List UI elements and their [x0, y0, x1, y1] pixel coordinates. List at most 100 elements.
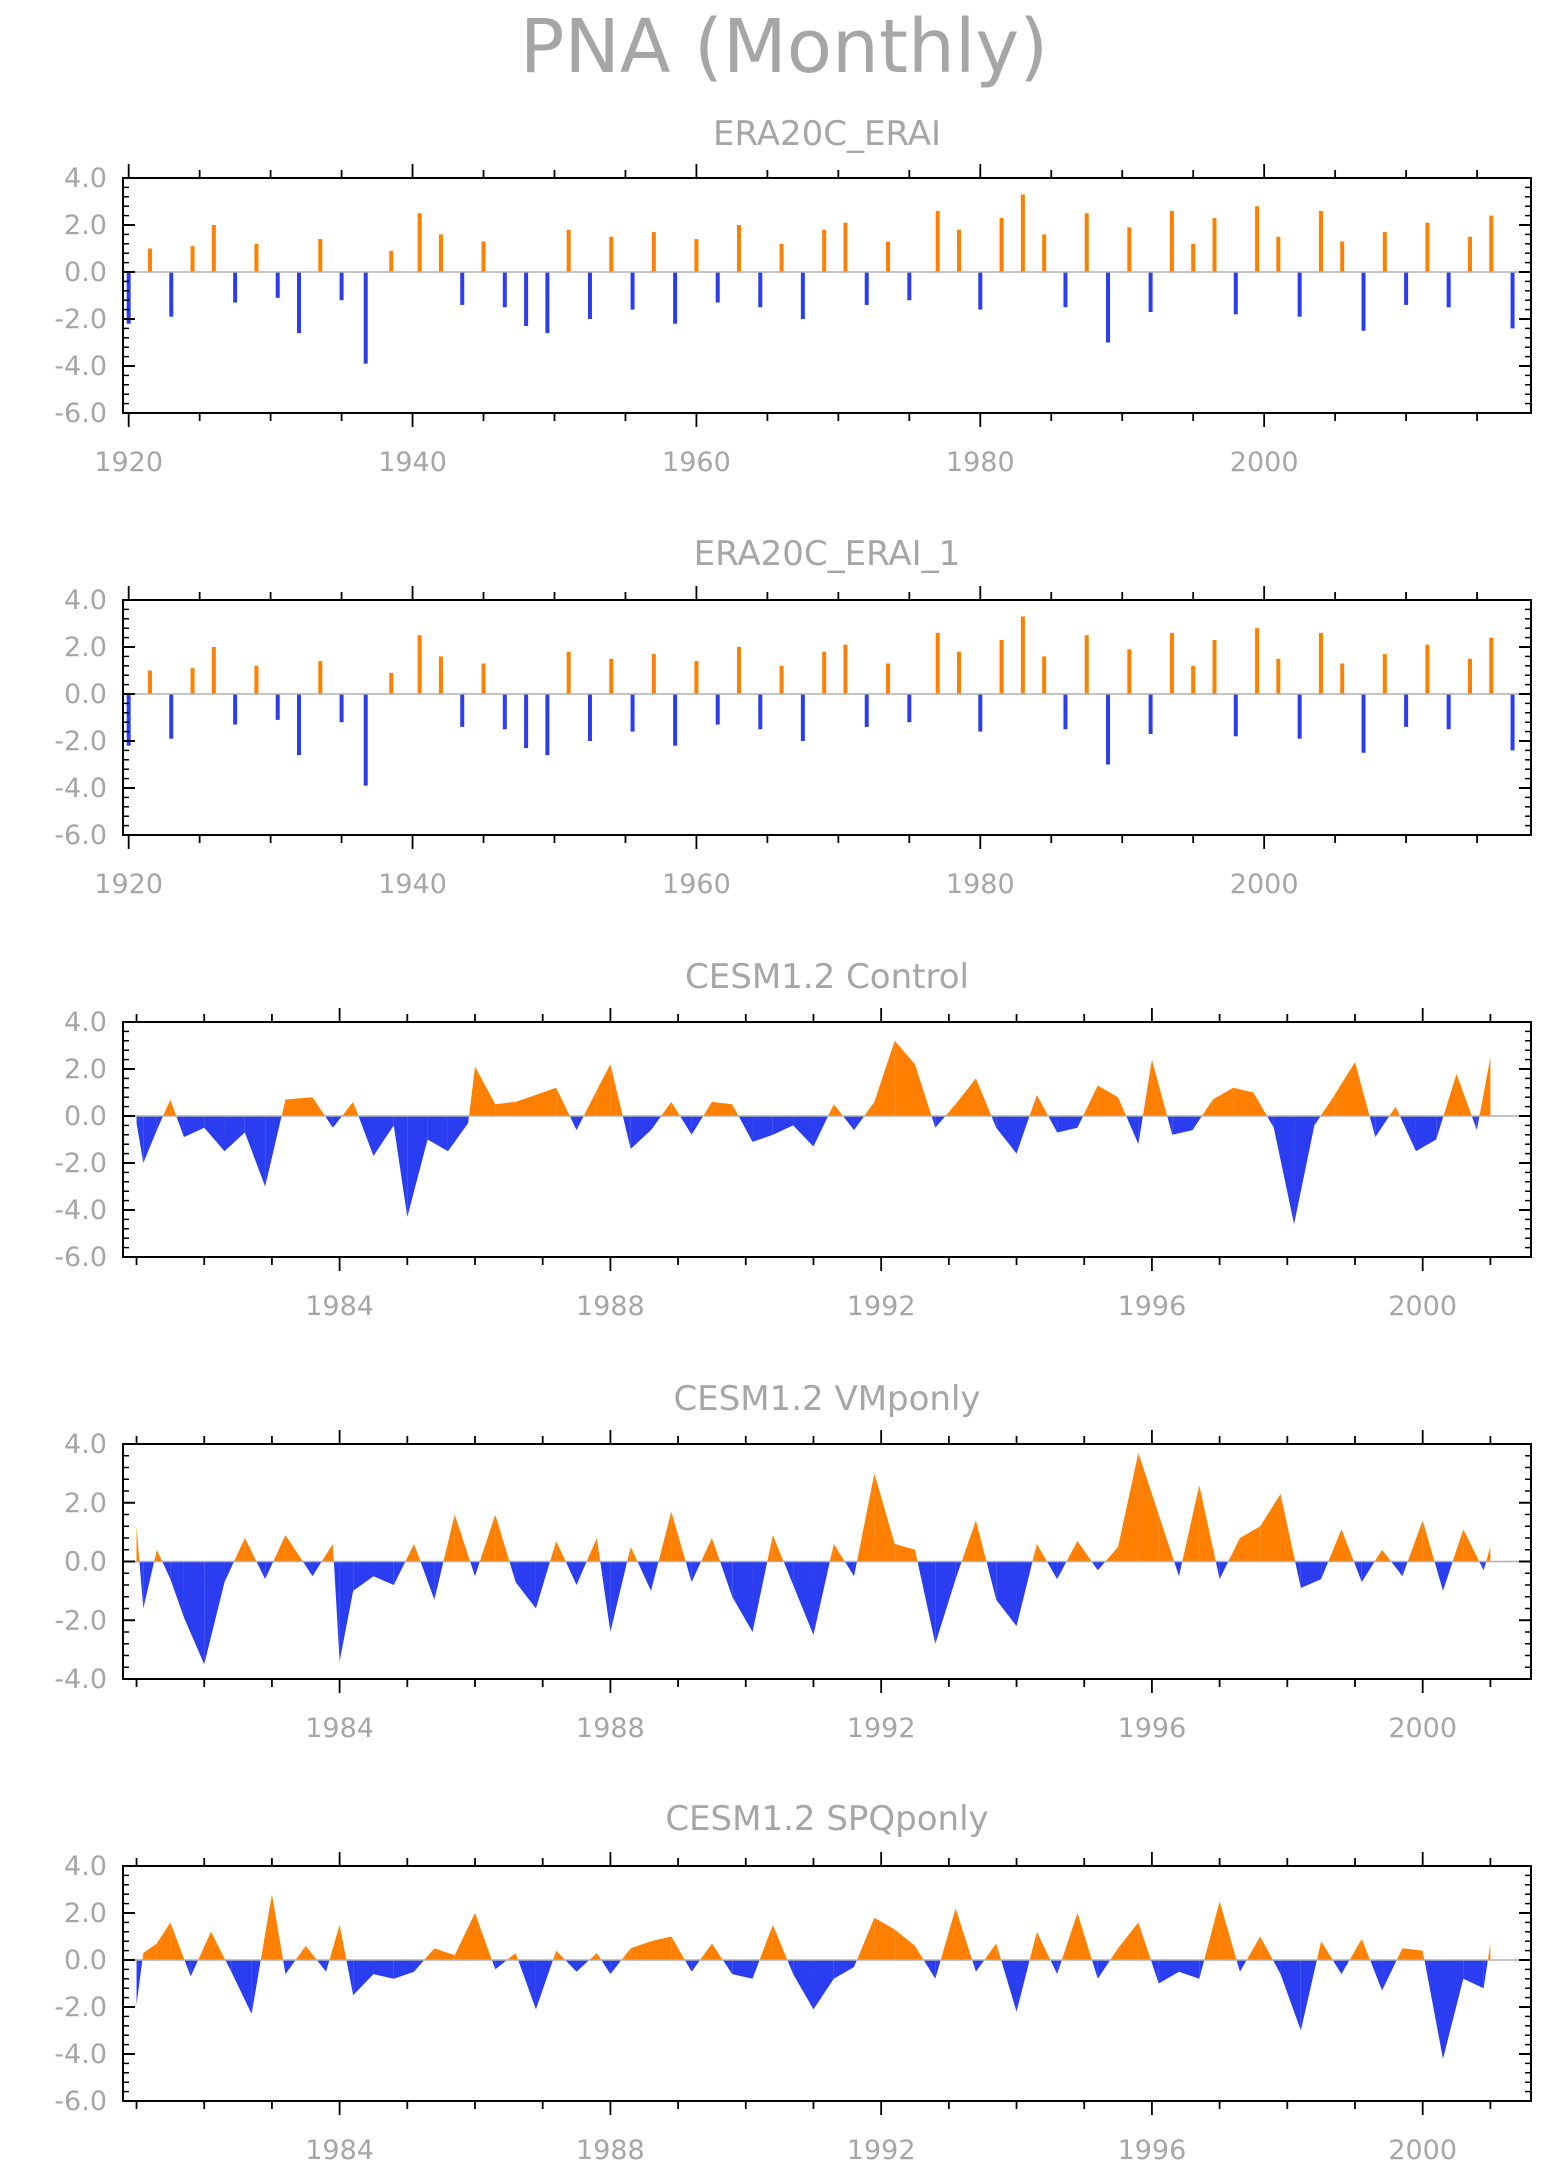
- area-segment: [256, 1561, 266, 1580]
- area-segment: [1105, 1546, 1119, 1562]
- area-segment: [1142, 1059, 1152, 1116]
- area-segment: [1486, 1546, 1491, 1562]
- plot-frame: [122, 177, 1532, 414]
- area-segment: [576, 1561, 587, 1585]
- area-segment: [793, 1561, 814, 1635]
- x-tick-label: 1988: [576, 1291, 645, 1322]
- area-segment: [234, 1538, 245, 1562]
- data-bar: [609, 658, 614, 694]
- area-segment: [711, 1101, 733, 1116]
- area-segment: [996, 1561, 1017, 1627]
- area-segment: [204, 1116, 225, 1152]
- data-bar: [1382, 654, 1387, 694]
- area-segment: [915, 1064, 932, 1116]
- panel-5: CESM1.2 SPQponly 4.0 2.0 0.0 -2.0 -4.0 -6.0 198…: [54, 1799, 1532, 2166]
- area-segment: [1349, 1938, 1362, 1960]
- area-segment: [1201, 1099, 1213, 1116]
- area-segment: [637, 1561, 651, 1591]
- data-bar: [673, 272, 678, 324]
- area-segment: [1036, 1094, 1049, 1116]
- area-segment: [469, 1066, 475, 1116]
- y-tick-label: 0.0: [64, 257, 107, 288]
- area-segment: [813, 1960, 834, 2010]
- data-bar: [864, 694, 869, 727]
- panel-title: CESM1.2 SPQponly: [665, 1799, 988, 1839]
- area-segment: [844, 1561, 855, 1577]
- data-bar: [1255, 206, 1260, 272]
- area-segment: [1219, 1901, 1237, 1960]
- plot-frame: [122, 1021, 1532, 1258]
- area-segment: [720, 1561, 733, 1597]
- area-segment: [1182, 1485, 1200, 1562]
- area-segment: [1199, 1485, 1216, 1562]
- area-segment: [1126, 1116, 1139, 1145]
- area-segment: [996, 1116, 1017, 1154]
- y-tick-label: -2.0: [54, 304, 107, 335]
- area-segment: [1253, 1092, 1267, 1116]
- area-segment: [1077, 1540, 1092, 1562]
- area-segment: [1395, 1106, 1400, 1116]
- y-tick-label: 4.0: [64, 1851, 107, 1882]
- data-bar: [1127, 649, 1132, 694]
- data-bar: [715, 272, 720, 303]
- area-segment: [935, 1561, 956, 1644]
- area-segment: [353, 1561, 374, 1591]
- area-segment: [420, 1561, 435, 1600]
- data-bar: [1510, 694, 1515, 751]
- area-segment: [1061, 1913, 1078, 1960]
- area-segment: [550, 1540, 557, 1562]
- y-tick-label: -4.0: [54, 1664, 107, 1695]
- area-segment: [1016, 1561, 1033, 1627]
- data-bar: [502, 694, 507, 730]
- area-segment: [495, 1960, 507, 1970]
- data-bar: [1020, 616, 1025, 694]
- y-tick-label: 4.0: [64, 1429, 107, 1460]
- area-segment: [1443, 1960, 1464, 2059]
- area-segment: [783, 1561, 794, 1585]
- area-segment: [312, 1561, 322, 1577]
- area-segment: [1370, 1960, 1383, 1991]
- area-segment: [767, 1535, 773, 1562]
- area-segment: [183, 1116, 205, 1138]
- area-segment: [1219, 1561, 1229, 1580]
- area-segment: [1479, 1561, 1484, 1571]
- data-bar: [1489, 637, 1494, 694]
- area-segment: [1369, 1116, 1376, 1138]
- data-bar: [907, 694, 912, 723]
- area-segment: [1272, 1960, 1281, 1975]
- data-bar: [211, 225, 216, 272]
- y-tick-label: 2.0: [64, 1054, 107, 1085]
- area-segment: [986, 1561, 997, 1600]
- data-bar: [630, 694, 635, 732]
- area-segment: [285, 1960, 296, 1975]
- area-segment: [204, 1561, 225, 1665]
- area-segment: [332, 1543, 334, 1562]
- area-segment: [447, 1116, 469, 1152]
- area-segment: [329, 1924, 340, 1960]
- data-bar: [1106, 694, 1111, 765]
- data-bar: [481, 663, 486, 694]
- y-tick-label: -4.0: [54, 1195, 107, 1226]
- area-segment: [622, 1116, 631, 1149]
- y-tick-label: -2.0: [54, 1148, 107, 1179]
- area-segment: [1280, 1493, 1296, 1562]
- area-segment: [225, 1960, 232, 1972]
- data-bar: [694, 661, 699, 694]
- area-segment: [1396, 1948, 1403, 1960]
- area-segment: [1267, 1116, 1274, 1128]
- area-segment: [1057, 1116, 1078, 1133]
- data-bar: [957, 651, 961, 694]
- area-segment: [752, 1116, 773, 1142]
- area-segment: [1415, 1116, 1437, 1152]
- area-segment: [136, 1960, 143, 2005]
- area-segment: [224, 1116, 245, 1152]
- x-tick-label: 2000: [1230, 447, 1299, 478]
- area-segment: [518, 1960, 536, 2010]
- area-segment: [691, 1561, 702, 1583]
- data-bar: [843, 644, 848, 694]
- area-segment: [1407, 1520, 1423, 1562]
- area-segment: [1110, 1948, 1119, 1960]
- area-segment: [874, 1040, 895, 1116]
- area-segment: [154, 1549, 157, 1562]
